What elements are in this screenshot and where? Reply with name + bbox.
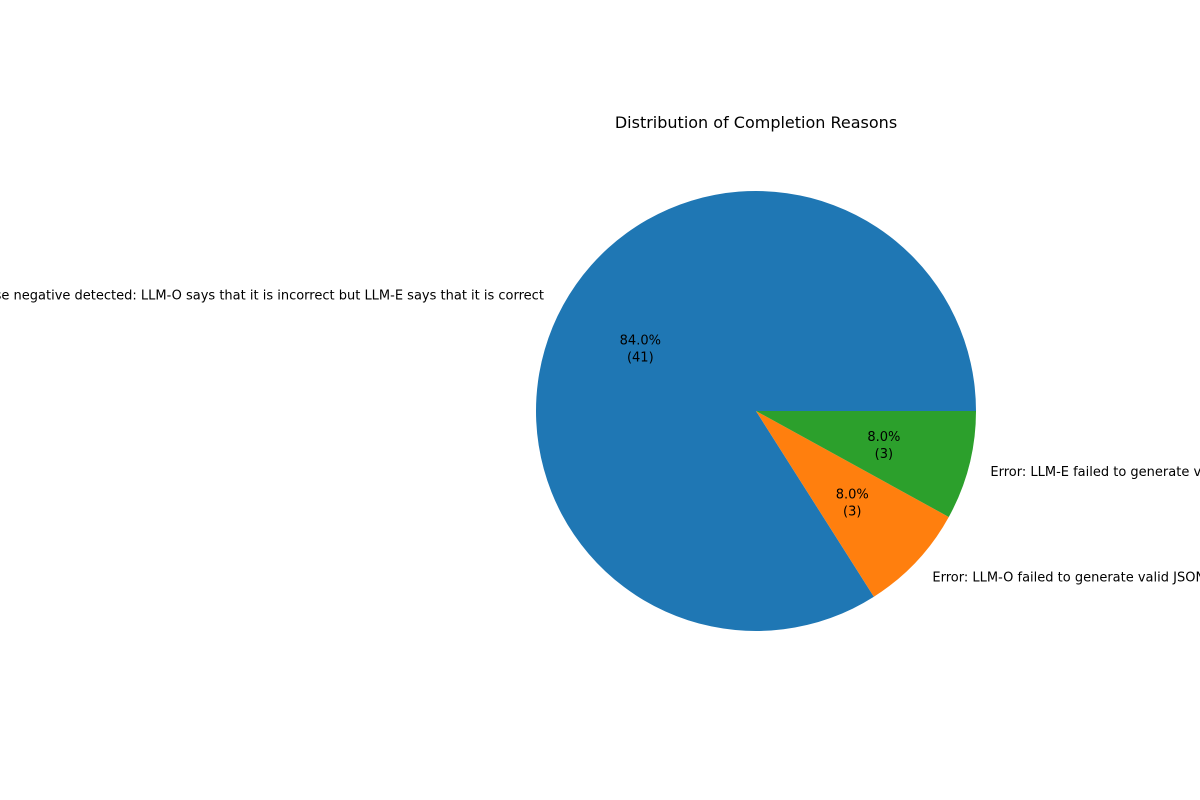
- pie-slice-2: [756, 411, 949, 597]
- slice-percent-label-1: 84.0%: [620, 333, 661, 348]
- pie-slices: [536, 190, 976, 631]
- slice-count-label-2: (3): [843, 504, 861, 519]
- chart-title: Distribution of Completion Reasons: [615, 113, 897, 132]
- slice-category-label-1: False negative detected: LLM-O says that…: [0, 288, 544, 303]
- pie-labels: 84.0% (41) False negative detected: LLM-O …: [0, 288, 1200, 585]
- slice-category-label-3: Error: LLM-E failed to generate valid JS…: [990, 465, 1200, 480]
- slice-category-label-2: Error: LLM-O failed to generate valid JS…: [932, 571, 1200, 586]
- slice-percent-label-2: 8.0%: [836, 487, 869, 502]
- slice-count-label-1: (41): [627, 350, 654, 365]
- pie-slice-3: [756, 411, 976, 517]
- slice-percent-label-3: 8.0%: [867, 430, 900, 445]
- slice-count-label-3: (3): [875, 447, 893, 462]
